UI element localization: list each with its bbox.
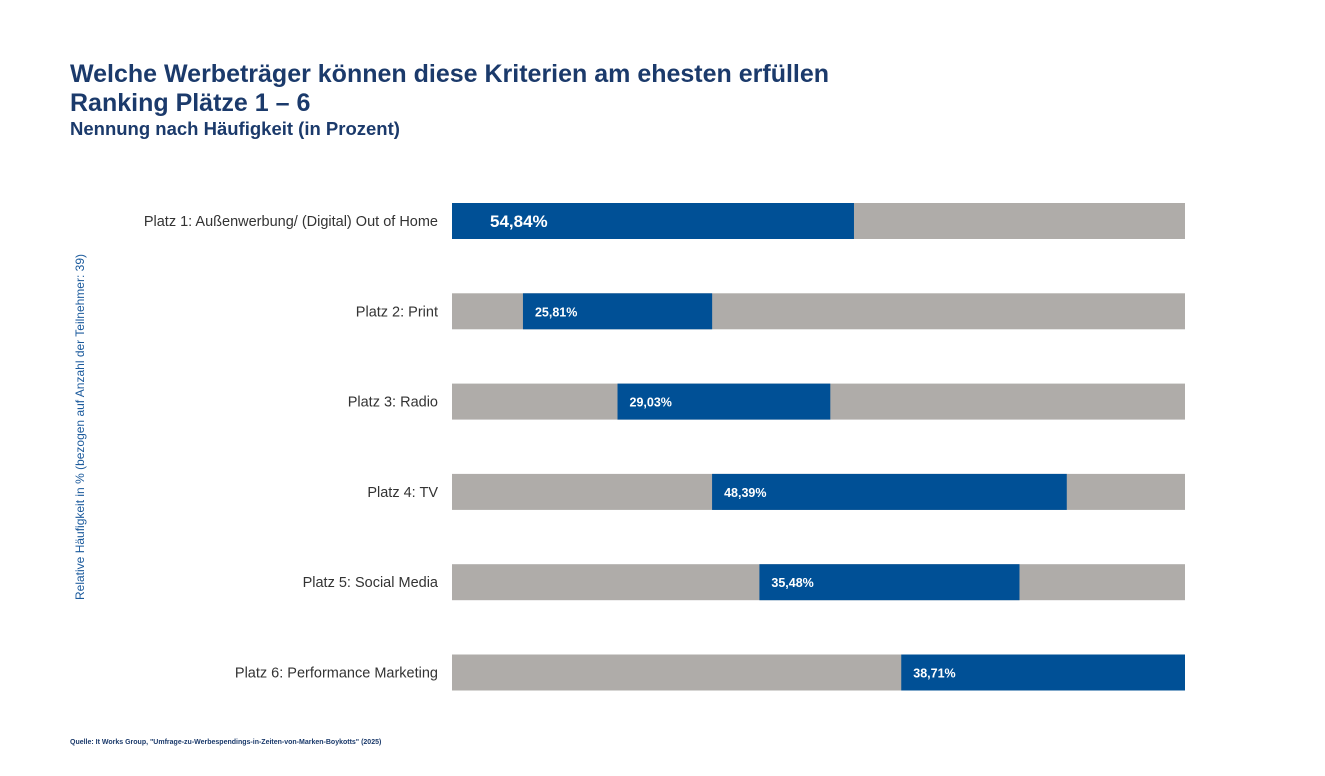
- bar: [712, 473, 1067, 510]
- value-label: 25,81%: [535, 305, 577, 319]
- category-label: Platz 4: TV: [367, 485, 438, 501]
- category-label: Platz 5: Social Media: [303, 575, 439, 591]
- value-label: 54,84%: [490, 212, 548, 231]
- category-label: Platz 6: Performance Marketing: [235, 666, 438, 682]
- value-label: 35,48%: [771, 576, 813, 590]
- value-label: 48,39%: [724, 486, 766, 500]
- value-label: 29,03%: [630, 396, 672, 410]
- chart-subtitle: Ranking Plätze 1 – 6: [70, 89, 311, 117]
- chart-title: Welche Werbeträger können diese Kriterie…: [70, 60, 830, 88]
- category-label: Platz 3: Radio: [348, 395, 438, 411]
- value-label: 38,71%: [913, 667, 955, 681]
- category-label: Platz 2: Print: [356, 304, 438, 320]
- bar: [759, 564, 1020, 601]
- bar: [617, 383, 831, 420]
- bar: [901, 654, 1185, 691]
- chart-subtitle-2: Nennung nach Häufigkeit (in Prozent): [70, 118, 400, 139]
- bar: [522, 293, 713, 330]
- source-note: Quelle: It Works Group, "Umfrage-zu-Werb…: [70, 739, 382, 746]
- category-label: Platz 1: Außenwerbung/ (Digital) Out of …: [144, 214, 438, 230]
- bar: [452, 203, 854, 239]
